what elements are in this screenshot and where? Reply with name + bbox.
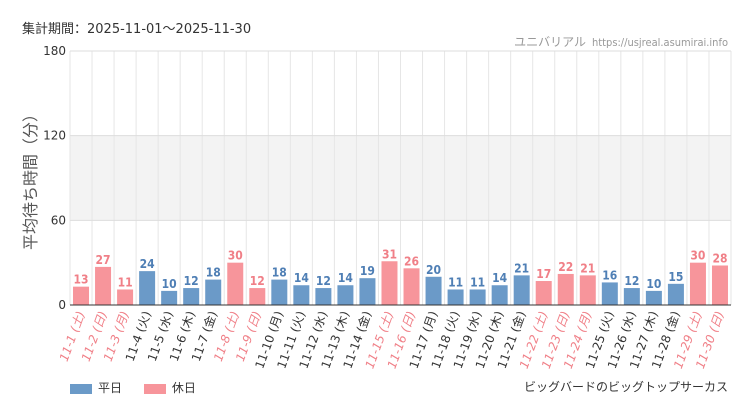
- bar: [579, 275, 596, 305]
- data-label: 10: [162, 277, 177, 291]
- y-tick-label: 0: [58, 298, 66, 312]
- bar: [205, 279, 222, 305]
- data-label: 11: [118, 275, 133, 289]
- data-label: 27: [96, 253, 111, 267]
- legend-swatch-weekday: [70, 383, 92, 394]
- bar: [139, 271, 156, 305]
- data-label: 11: [470, 275, 485, 289]
- bar: [359, 278, 376, 305]
- data-label: 11: [448, 275, 463, 289]
- bar: [381, 261, 398, 305]
- data-label: 14: [338, 271, 354, 285]
- data-label: 14: [294, 271, 310, 285]
- y-tick-label: 60: [51, 213, 66, 227]
- legend-label-weekday: 平日: [98, 381, 123, 395]
- data-label: 22: [558, 260, 573, 274]
- data-label: 10: [646, 277, 661, 291]
- data-label: 20: [426, 263, 441, 277]
- bar: [557, 273, 574, 305]
- y-ticks: 0 60 120 180: [43, 44, 66, 312]
- bar: [469, 289, 486, 305]
- bar: [513, 275, 530, 305]
- x-ticks: 11-1 (土)11-2 (日)11-3 (月)11-4 (火)11-5 (水)…: [57, 309, 727, 371]
- bar: [447, 289, 464, 305]
- site-credit: ユニバリアル https://usjreal.asumirai.info: [514, 33, 728, 50]
- data-label: 16: [602, 268, 617, 282]
- bar: [491, 285, 508, 305]
- legend: 平日 休日: [70, 379, 214, 396]
- data-label: 18: [272, 266, 287, 280]
- data-label: 12: [624, 274, 639, 288]
- period-label: 集計期間：2025-11-01～2025-11-30: [22, 22, 252, 37]
- bar: [227, 262, 244, 305]
- legend-item-weekday: 平日: [70, 381, 122, 395]
- data-label: 19: [360, 264, 375, 278]
- data-label: 28: [712, 251, 727, 265]
- data-label: 15: [668, 270, 683, 284]
- bar: [337, 285, 354, 305]
- bar: [315, 288, 332, 305]
- data-label: 26: [404, 254, 419, 268]
- data-labels: 13 27 11 24 10 12 18 30 12 18 14 12 14 19 31 26 20 11 11 14…: [74, 247, 728, 291]
- data-label: 24: [140, 257, 156, 271]
- data-label: 17: [536, 267, 551, 281]
- site-name: ユニバリアル: [514, 35, 586, 49]
- bar: [403, 268, 420, 305]
- bar: [711, 265, 728, 305]
- site-url[interactable]: https://usjreal.asumirai.info: [592, 36, 728, 49]
- legend-label-holiday: 休日: [171, 381, 196, 395]
- y-axis-label: 平均待ち時間（分）: [21, 106, 40, 250]
- bar: [689, 262, 706, 305]
- bars: [73, 261, 728, 305]
- data-label: 12: [250, 274, 265, 288]
- gridlines: [69, 50, 732, 305]
- bar: [623, 288, 640, 305]
- bar: [117, 289, 134, 305]
- bar: [161, 290, 178, 305]
- data-label: 30: [228, 249, 243, 263]
- bar: [535, 281, 552, 305]
- bar: [95, 266, 112, 305]
- data-label: 12: [184, 274, 199, 288]
- bar: [183, 288, 200, 305]
- data-label: 30: [690, 249, 705, 263]
- attraction-name: ビッグバードのビッグトップサーカス: [523, 380, 728, 394]
- bar: [293, 285, 310, 305]
- bar: [271, 279, 288, 305]
- data-label: 12: [316, 274, 331, 288]
- bar: [645, 290, 662, 305]
- legend-swatch-holiday: [143, 383, 166, 394]
- legend-item-holiday: 休日: [143, 381, 196, 395]
- data-label: 13: [74, 273, 89, 287]
- data-label: 21: [514, 261, 529, 275]
- bar: [249, 288, 266, 305]
- y-tick-label: 180: [43, 44, 66, 58]
- bar: [425, 276, 442, 305]
- data-label: 18: [206, 266, 221, 280]
- bar: [667, 283, 684, 305]
- data-label: 31: [382, 247, 397, 261]
- y-tick-label: 120: [43, 129, 66, 143]
- bar: [73, 286, 90, 305]
- data-label: 14: [492, 271, 508, 285]
- bar: [601, 282, 618, 305]
- data-label: 21: [580, 261, 595, 275]
